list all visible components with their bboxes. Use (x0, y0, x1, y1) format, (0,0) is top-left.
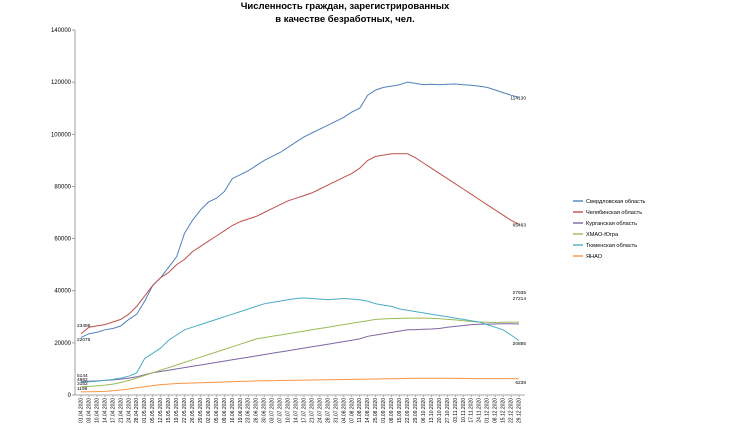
legend-entry-1: Свердловская область (586, 199, 646, 205)
x-tick-label: 21.04.2020 (118, 398, 124, 423)
x-tick-label: 16.06.2020 (230, 398, 236, 423)
y-tick-label: 100000 (51, 132, 72, 138)
x-tick-label: 05.06.2020 (214, 398, 220, 423)
x-tick-label: 06.10.2020 (421, 398, 427, 423)
chart-title: Численность граждан, зарегистрированных (241, 1, 450, 12)
x-tick-label: 21.07.2020 (309, 398, 315, 423)
y-tick-label: 80000 (54, 184, 71, 190)
x-tick-label: 29.09.2020 (413, 398, 419, 423)
x-tick-label: 14.08.2020 (365, 398, 371, 423)
end-value-label: 65463 (513, 222, 527, 228)
x-tick-label: 17.04.2020 (110, 398, 116, 423)
x-tick-label: 15.09.2020 (397, 398, 403, 423)
y-tick-label: 60000 (54, 237, 71, 243)
x-tick-label: 10.07.2020 (286, 398, 292, 423)
x-tick-label: 08.12.2020 (493, 398, 499, 423)
x-tick-label: 22.05.2020 (182, 398, 188, 423)
start-value-label: 5144 (77, 373, 88, 379)
x-tick-label: 24.07.2020 (317, 398, 323, 423)
x-tick-label: 04.08.2020 (341, 398, 347, 423)
y-tick-label: 0 (68, 393, 72, 399)
x-tick-label: 05.05.2020 (150, 398, 156, 423)
x-tick-label: 12.05.2020 (158, 398, 164, 423)
plot-area: 020000400006000080000100000120000140000 … (51, 28, 526, 423)
end-value-label: 114130 (510, 95, 526, 101)
y-tick-label: 120000 (51, 80, 72, 86)
y-tick-label: 40000 (54, 289, 71, 295)
x-tick-label: 10.04.2020 (94, 398, 100, 423)
series-line-5 (80, 297, 520, 383)
x-tick-label: 24.11.2020 (477, 398, 483, 423)
x-tick-label: 15.12.2020 (501, 398, 507, 423)
chart-title-line2: в качестве безработных, чел. (275, 14, 414, 25)
x-tick-label: 29.05.2020 (198, 398, 204, 423)
x-tick-label: 08.09.2020 (389, 398, 395, 423)
legend-entry-2: Челябинская область (586, 210, 642, 216)
end-value-label: 27935 (513, 290, 527, 296)
x-tick-label: 07.07.2020 (278, 398, 284, 423)
x-tick-label: 29.12.2020 (517, 398, 523, 423)
x-tick-label: 01.09.2020 (381, 398, 387, 423)
x-tick-label: 24.04.2020 (126, 398, 132, 423)
legend-entry-3: Курганская область (586, 221, 637, 227)
x-tick-label: 30.06.2020 (262, 398, 268, 423)
x-tick-label: 17.07.2020 (301, 398, 307, 423)
x-tick-label: 15.05.2020 (166, 398, 172, 423)
x-tick-label: 14.04.2020 (102, 398, 108, 423)
series-line-2 (80, 153, 520, 335)
x-tick-label: 09.06.2020 (222, 398, 228, 423)
end-value-label: 27214 (513, 296, 527, 302)
x-tick-label: 13.10.2020 (429, 398, 435, 423)
x-tick-label: 10.11.2020 (461, 398, 467, 423)
x-tick-label: 11.08.2020 (357, 398, 363, 423)
end-value-label: 20885 (513, 341, 527, 347)
x-tick-label: 01.04.2020 (79, 398, 85, 423)
legend: Свердловская область Челябинская область К… (573, 199, 646, 260)
start-value-label: 4882 (77, 377, 88, 383)
start-value-label: 22076 (77, 337, 91, 343)
x-tick-label: 25.08.2020 (373, 398, 379, 423)
y-tick-label: 140000 (51, 28, 72, 34)
y-tick-label: 20000 (54, 341, 71, 347)
x-tick-label: 20.10.2020 (437, 398, 443, 423)
start-value-label: 3152 (77, 381, 88, 387)
x-tick-label: 03.04.2020 (86, 398, 92, 423)
series-line-6 (80, 377, 520, 393)
x-tick-label: 28.04.2020 (134, 398, 140, 423)
x-tick-label: 22.12.2020 (509, 398, 515, 423)
x-tick-label: 22.09.2020 (405, 398, 411, 423)
x-tick-label: 19.05.2020 (174, 398, 180, 423)
x-tick-label: 03.07.2020 (270, 398, 276, 423)
legend-entry-5: Тюменская область (586, 243, 637, 249)
x-tick-label: 19.06.2020 (238, 398, 244, 423)
start-value-label: 1198 (77, 386, 88, 392)
x-tick-label: 07.08.2020 (349, 398, 355, 423)
x-tick-label: 26.05.2020 (190, 398, 196, 423)
x-tick-label: 02.06.2020 (206, 398, 212, 423)
series-line-4 (80, 317, 520, 388)
x-tick-label: 17.11.2020 (469, 398, 475, 423)
x-tick-label: 27.10.2020 (445, 398, 451, 423)
end-value-label: 6238 (515, 380, 526, 386)
start-value-label: 23485 (77, 323, 91, 329)
legend-entry-4: ХМАО-Югра (586, 232, 619, 238)
x-tick-label: 31.07.2020 (333, 398, 339, 423)
x-tick-label: 23.06.2020 (246, 398, 252, 423)
x-tick-label: 03.11.2020 (453, 398, 459, 423)
x-tick-label: 01.05.2020 (142, 398, 148, 423)
x-tick-label: 14.07.2020 (294, 398, 300, 423)
legend-entry-6: ЯНАО (586, 254, 603, 260)
x-tick-label: 26.06.2020 (254, 398, 260, 423)
x-tick-label: 01.12.2020 (485, 398, 491, 423)
x-tick-label: 28.07.2020 (325, 398, 331, 423)
